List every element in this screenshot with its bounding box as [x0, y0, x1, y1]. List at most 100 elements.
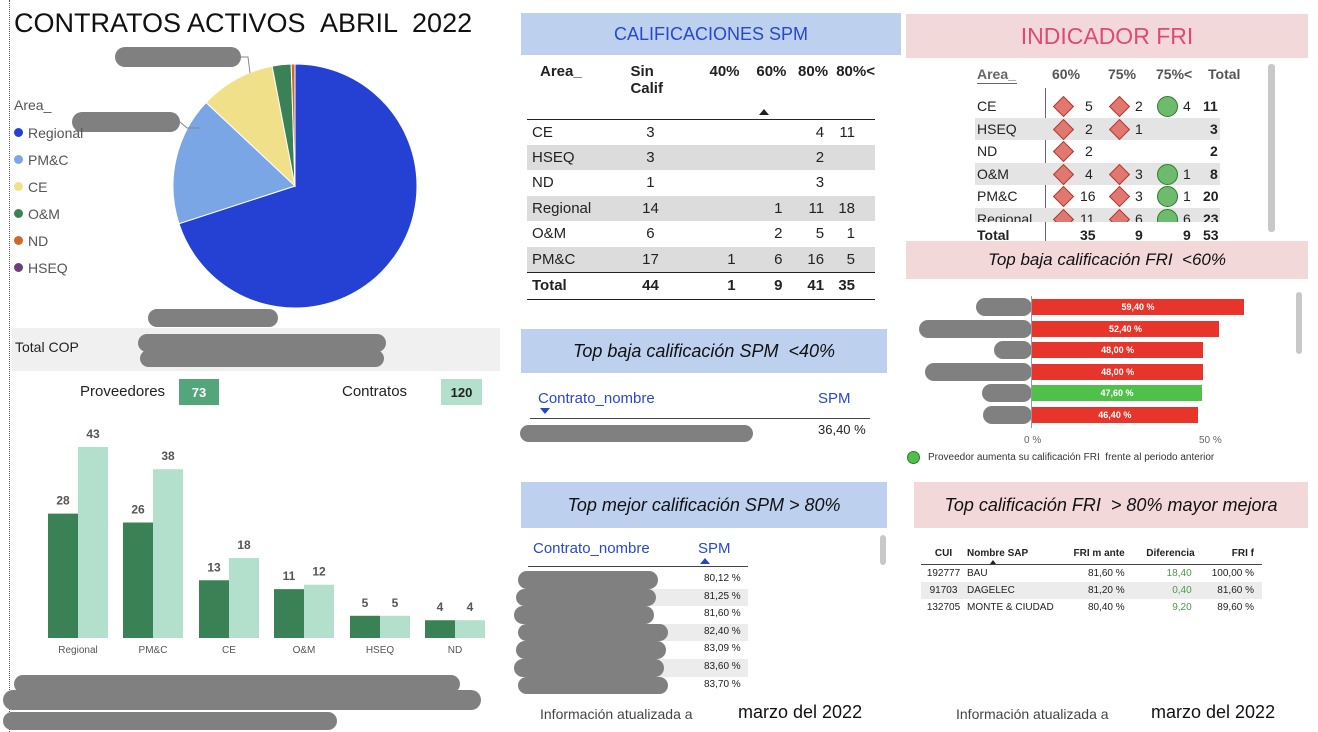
table-cell: O&M [532, 225, 567, 243]
col-fri-m-ante[interactable]: FRI m ante [1056, 544, 1126, 564]
table-row[interactable]: O&M 6 2 5 1 [527, 221, 875, 247]
legend-item-pmc[interactable]: PM&C [14, 146, 83, 173]
bar[interactable] [304, 584, 334, 638]
legend-item-hseq[interactable]: HSEQ [14, 254, 83, 281]
scrollbar[interactable] [1268, 64, 1275, 232]
spm-value: 83,60 % [704, 661, 741, 672]
legend-label: ND [28, 232, 49, 249]
spm-col-40[interactable]: 40% [679, 63, 740, 119]
bar[interactable] [199, 580, 229, 638]
fri-col-60[interactable]: 60% [1052, 66, 1081, 82]
col-label: Sin Calif [630, 63, 663, 97]
bar[interactable] [274, 589, 304, 638]
pie-slice-pmc[interactable] [172, 101, 296, 225]
fri-row[interactable]: ND 2 2 [975, 140, 1220, 163]
fri-col-underline [977, 83, 1017, 84]
spm-col-60[interactable]: 60% [740, 63, 787, 119]
fri-bar[interactable]: 48,00 % [1032, 363, 1204, 380]
redacted-total-value [138, 334, 386, 352]
col-label: 60% [756, 63, 787, 80]
fri-bar[interactable]: 59,40 % [1032, 299, 1245, 315]
table-row[interactable]: 192777 BAU 81,60 % 18,40 100,00 % [921, 564, 1262, 582]
table-cell: 18,40 [1166, 567, 1192, 579]
fri-col-total[interactable]: Total [1208, 66, 1241, 82]
top-low-spm-col-spm[interactable]: SPM [818, 390, 851, 407]
table-row[interactable]: CE 3 4 11 [527, 119, 875, 145]
spm-col-80[interactable]: 80% [786, 63, 828, 119]
bar[interactable] [78, 447, 108, 638]
fri-row[interactable]: Regional 11 6 6 23 [975, 207, 1220, 222]
pie-slice-ce[interactable] [205, 65, 296, 188]
table-cell: 11 [839, 123, 855, 141]
table-row[interactable]: 132705 MONTE & CIUDAD 80,40 % 9,20 89,60 % [921, 599, 1262, 617]
table-row[interactable]: 91703 DAGELEC 81,20 % 0,40 81,60 % [921, 581, 1262, 599]
table-row[interactable]: ND 1 3 [527, 170, 875, 196]
fri-row[interactable]: HSEQ 2 1 3 [975, 117, 1220, 140]
fri-axis-label-50: 50 % [1199, 435, 1222, 446]
bar[interactable] [48, 513, 78, 638]
spm-total-row[interactable]: Total 44 1 9 41 35 [527, 272, 875, 299]
bar[interactable] [229, 558, 259, 638]
bar-data-label: 12 [312, 565, 326, 579]
fri-area-label: Total [977, 227, 1010, 243]
legend-dot [14, 155, 23, 164]
footer-right-date: marzo del 2022 [1151, 702, 1276, 722]
table-row[interactable]: PM&C 17 1 6 16 5 [527, 246, 875, 272]
fri-bar[interactable]: 46,40 % [1032, 406, 1198, 423]
red-diamond-icon [1052, 185, 1075, 208]
fri-bar[interactable]: 47,60 % [1032, 385, 1202, 401]
table-row[interactable]: Regional 14 1 11 18 [527, 195, 875, 221]
fri-row[interactable]: PM&C 16 3 1 20 [975, 185, 1220, 208]
bar[interactable] [123, 522, 153, 638]
pie-slice-nd[interactable] [290, 63, 296, 187]
col-diferencia[interactable]: Diferencia [1126, 544, 1196, 564]
scrollbar[interactable] [880, 535, 886, 565]
bar[interactable] [380, 615, 410, 638]
spm-col-sincalif[interactable]: Sin Calif [622, 63, 679, 119]
pie-chart[interactable] [170, 60, 420, 312]
legend-item-ce[interactable]: CE [14, 173, 83, 200]
table-cell: 41 [807, 277, 825, 294]
table-cell [740, 119, 787, 145]
table-cell: 192777 [926, 567, 961, 579]
top-low-spm-col-contrato[interactable]: Contrato_nombre [538, 390, 655, 407]
fri-row[interactable]: CE 5 2 4 11 [975, 95, 1220, 118]
legend-item-nd[interactable]: ND [14, 227, 83, 254]
spm-col-area[interactable]: Area_ [527, 63, 622, 119]
bar[interactable] [455, 620, 485, 638]
bar[interactable] [350, 615, 380, 638]
x-tick-label: O&M [293, 645, 316, 656]
fri-total-row[interactable]: Total 35 9 9 53 [975, 224, 1220, 244]
table-cell: 4 [815, 123, 825, 141]
fri-cell-total: 3 [1210, 120, 1218, 137]
fri-cell-60: 16 [1080, 188, 1096, 204]
fri-col-area[interactable]: Area_ [977, 66, 1016, 82]
col-nombre-sap[interactable]: Nombre SAP [966, 544, 1056, 564]
table-cell: ND [532, 174, 554, 192]
bar-data-label: 4 [437, 600, 444, 614]
divider [528, 566, 748, 567]
col-label: Diferencia [1146, 548, 1195, 560]
fri-axis-label-0: 0 % [1024, 435, 1042, 446]
legend-item-regional[interactable]: Regional [14, 119, 83, 146]
pie-slice-regional[interactable] [178, 63, 418, 309]
scrollbar[interactable] [1296, 292, 1302, 354]
col-cui[interactable]: CUI [921, 544, 966, 564]
fri-col-75plus[interactable]: 75%< [1156, 66, 1193, 82]
col-fri-f[interactable]: FRI f [1196, 544, 1262, 564]
fri-col-75[interactable]: 75% [1108, 66, 1137, 82]
table-row[interactable]: HSEQ 3 2 [527, 144, 875, 170]
bar[interactable] [153, 469, 183, 638]
bar[interactable] [425, 620, 455, 638]
top-best-spm-col-contrato[interactable]: Contrato_nombre [533, 540, 650, 557]
legend-item-om[interactable]: O&M [14, 200, 83, 227]
legend-dot [14, 263, 23, 272]
fri-bar[interactable]: 52,40 % [1032, 320, 1220, 337]
fri-bar[interactable]: 48,00 % [1032, 342, 1204, 358]
top-best-spm-col-spm[interactable]: SPM [698, 540, 731, 557]
spm-col-80plus[interactable]: 80%< [828, 63, 875, 119]
fri-row[interactable]: O&M 4 3 1 8 [975, 162, 1220, 185]
col-label: FRI f [1231, 548, 1254, 560]
spm-value: 82,40 % [704, 625, 741, 637]
area-bar-chart[interactable]: 28 43 Regional 26 38 PM&C 13 18 CE 11 12 O&M 5 5 HSEQ 4… [0, 410, 510, 660]
